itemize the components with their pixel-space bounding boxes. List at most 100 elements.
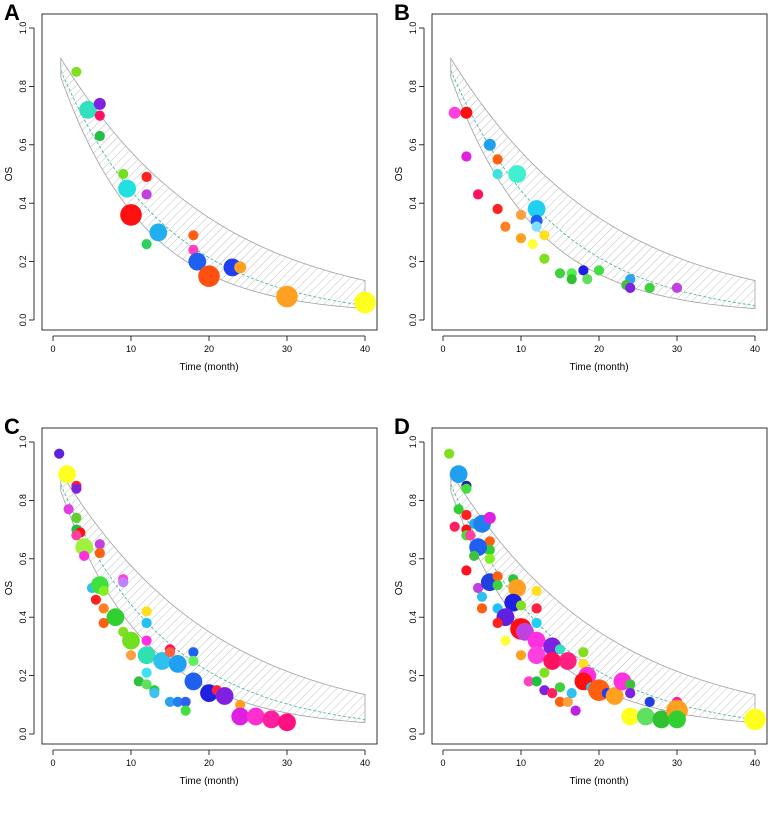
data-point (141, 606, 152, 617)
y-tick-label: 0.4 (18, 197, 28, 210)
x-tick-label: 10 (126, 344, 136, 354)
plot-frame (41, 427, 378, 745)
panel-label-d: D (394, 414, 410, 439)
data-point (149, 688, 160, 699)
data-point (578, 265, 589, 276)
data-point (141, 617, 152, 629)
data-point (566, 688, 577, 699)
data-point (106, 608, 125, 627)
x-tick-label: 0 (50, 344, 55, 354)
data-point (554, 682, 566, 693)
data-point (98, 585, 109, 596)
data-point (188, 244, 199, 255)
panel-c: C 0 10 20 30 40 Time (month) 0.0 0.2 0.4 0.6 0.8 1.… (0, 414, 385, 819)
data-point (141, 635, 152, 646)
data-point (531, 221, 542, 232)
data-point (469, 550, 480, 561)
data-point (593, 265, 605, 276)
x-tick-label: 30 (282, 344, 292, 354)
data-point (98, 617, 109, 629)
data-point (578, 647, 589, 658)
y-tick-label: 1.0 (408, 436, 418, 449)
y-tick-label: 0.8 (18, 80, 28, 93)
data-point (492, 203, 503, 215)
data-point (484, 544, 495, 556)
data-point (625, 679, 636, 690)
x-tick-label: 30 (672, 758, 682, 768)
plot-frame (41, 13, 378, 331)
data-point (94, 130, 105, 142)
data-point (476, 591, 488, 602)
data-point (278, 713, 296, 732)
x-tick-label: 20 (204, 344, 214, 354)
data-point (671, 282, 683, 293)
data-point (531, 676, 542, 687)
data-point (515, 650, 527, 661)
data-point (483, 511, 496, 524)
panel-a: A 0 10 20 30 40 Time (month) 0.0 0.2 0.4 0.6 0.8 1.… (0, 0, 385, 405)
data-point (453, 504, 464, 515)
y-tick-label: 0.4 (408, 611, 418, 624)
data-point (262, 710, 281, 729)
y-axis-label: OS (394, 580, 405, 595)
data-point (71, 530, 82, 541)
data-point (120, 204, 142, 226)
data-point (71, 512, 82, 523)
data-point (444, 448, 455, 459)
y-tick-label: 0.4 (408, 197, 418, 210)
data-point (515, 233, 527, 244)
data-point (644, 282, 655, 293)
y-tick-label: 0.8 (408, 80, 418, 93)
data-point (235, 699, 246, 710)
data-point (492, 154, 503, 165)
x-tick-label: 40 (750, 758, 760, 768)
data-point (93, 97, 106, 110)
panel-label-a: A (4, 0, 20, 25)
data-point (744, 708, 766, 731)
data-point (539, 253, 550, 264)
data-point (508, 579, 526, 597)
data-point (149, 223, 168, 242)
y-tick-label: 0.4 (18, 611, 28, 624)
y-tick-label: 0.2 (18, 255, 28, 268)
data-point (164, 696, 176, 707)
data-point (527, 200, 546, 218)
y-axis-label: OS (394, 166, 405, 181)
data-point (554, 268, 566, 279)
y-tick-label: 0.0 (18, 314, 28, 327)
data-point (527, 646, 546, 665)
data-point (547, 688, 558, 699)
data-point (79, 550, 90, 561)
data-point (448, 106, 461, 119)
data-point (554, 696, 566, 707)
x-tick-label: 20 (594, 344, 604, 354)
y-tick-label: 0.8 (408, 494, 418, 507)
data-point (94, 547, 105, 559)
fitted-curve (60, 70, 366, 306)
data-point (90, 594, 101, 605)
data-point (625, 282, 636, 293)
y-tick-label: 1.0 (408, 22, 418, 35)
data-point (188, 655, 199, 667)
data-point (118, 168, 129, 180)
data-point (476, 603, 488, 614)
data-point (473, 189, 484, 200)
data-point (133, 676, 144, 687)
data-point (164, 647, 176, 658)
y-tick-label: 0.0 (408, 728, 418, 741)
data-point (180, 696, 191, 707)
data-point (500, 635, 511, 646)
data-point (566, 274, 577, 285)
data-point (71, 483, 82, 494)
data-point (141, 239, 152, 250)
x-axis-label: Time (month) (569, 776, 628, 787)
data-point (198, 265, 220, 288)
data-point (79, 100, 97, 119)
panel-label-b: B (394, 0, 410, 25)
data-point (141, 667, 152, 678)
data-point (492, 168, 503, 180)
plot-frame (431, 427, 768, 745)
data-point (492, 580, 503, 591)
data-point (137, 646, 156, 665)
y-tick-label: 0.0 (18, 728, 28, 741)
